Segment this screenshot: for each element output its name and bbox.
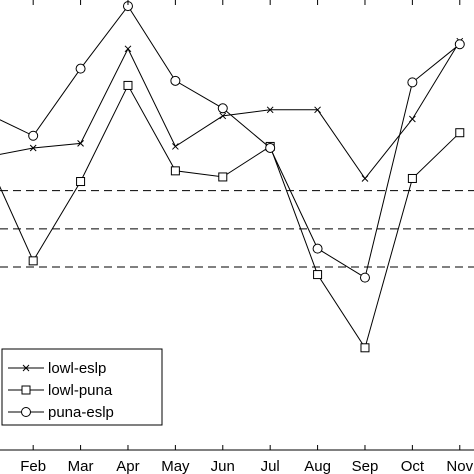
data-point-circle-marker xyxy=(407,77,418,88)
x-tick-label: Sep xyxy=(352,458,379,474)
data-point-circle-marker xyxy=(359,272,370,283)
x-tick-label: Jun xyxy=(211,458,235,474)
data-point-square-marker xyxy=(21,385,31,395)
legend: lowl-eslp lowl-puna puna-eslp xyxy=(1,348,163,426)
legend-entry: puna-eslp xyxy=(8,404,114,421)
x-tick-label: Feb xyxy=(20,458,46,474)
x-tick-label: Jul xyxy=(261,458,280,474)
data-point-circle-marker xyxy=(454,39,465,50)
x-tick-label: May xyxy=(161,458,190,474)
data-point-square-marker xyxy=(455,128,465,138)
data-point-circle-marker xyxy=(75,63,86,74)
x-tick-label: Nov xyxy=(446,458,473,474)
data-point-x-marker xyxy=(266,106,274,114)
data-point-x-marker xyxy=(77,140,84,147)
data-point-x-marker xyxy=(22,364,30,372)
data-point-x-marker xyxy=(361,175,369,182)
data-point-circle-marker xyxy=(312,243,323,254)
data-point-x-marker xyxy=(219,112,227,120)
x-tick-label: Oct xyxy=(401,458,425,474)
series-lowl-eslp xyxy=(0,37,464,182)
data-point-square-marker xyxy=(218,172,228,182)
data-point-x-marker xyxy=(172,143,179,150)
data-point-square-marker xyxy=(313,270,323,280)
data-point-square-marker xyxy=(360,343,370,353)
legend-entry: lowl-puna xyxy=(8,382,113,399)
data-point-x-marker xyxy=(29,144,37,152)
data-point-square-marker xyxy=(28,256,38,266)
x-tick-label: Apr xyxy=(116,458,139,474)
x-tick-label: Mar xyxy=(68,458,94,474)
data-point-square-marker xyxy=(407,173,417,183)
data-point-x-marker xyxy=(124,45,132,53)
legend-label: lowl-eslp xyxy=(48,360,106,377)
data-point-square-marker xyxy=(76,177,86,187)
data-point-circle-marker xyxy=(21,407,31,417)
legend-label: puna-eslp xyxy=(48,404,114,421)
data-point-square-marker xyxy=(170,166,180,176)
series-puna-eslp xyxy=(0,1,465,283)
data-point-x-marker xyxy=(314,106,321,114)
data-point-square-marker xyxy=(123,80,133,90)
data-point-circle-marker xyxy=(217,103,228,114)
series-layer xyxy=(0,1,465,353)
data-point-circle-marker xyxy=(265,142,276,153)
legend-label: lowl-puna xyxy=(48,382,113,399)
x-tick-label: Aug xyxy=(304,458,331,474)
data-point-x-marker xyxy=(409,115,416,123)
data-point-circle-marker xyxy=(170,75,181,86)
reference-lines xyxy=(0,190,474,268)
legend-entry: lowl-eslp xyxy=(8,360,106,377)
data-point-circle-marker xyxy=(28,130,39,141)
